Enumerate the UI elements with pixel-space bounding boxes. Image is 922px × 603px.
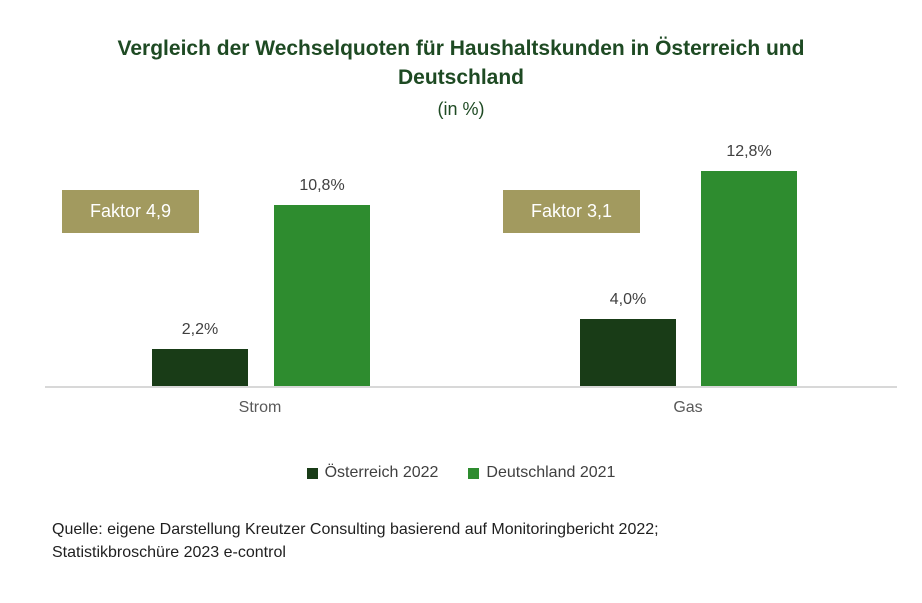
legend-item-oesterreich-2022: Österreich 2022 <box>306 464 439 482</box>
data-label-gas-deutschland-2021: 12,8% <box>726 143 772 160</box>
data-label-strom-oesterreich-2022: 2,2% <box>181 321 219 338</box>
legend-item-deutschland-2021: Deutschland 2021 <box>468 464 615 482</box>
category-label-gas: Gas <box>673 399 703 416</box>
bar-gas-deutschland-2021 <box>701 171 797 386</box>
bar-strom-deutschland-2021 <box>274 205 370 386</box>
factor-annotation-gas: Faktor 3,1 <box>503 190 640 233</box>
bar-gas-oesterreich-2022 <box>580 319 676 386</box>
legend-swatch-deutschland-2021 <box>468 467 480 479</box>
bar-strom-oesterreich-2022 <box>152 349 248 386</box>
data-label-gas-oesterreich-2022: 4,0% <box>609 291 647 308</box>
data-label-strom-deutschland-2021: 10,8% <box>299 177 345 194</box>
legend-swatch-oesterreich-2022 <box>306 467 318 479</box>
chart-title-line1: Vergleich der Wechselquoten für Haushalt… <box>117 37 805 60</box>
chart-subtitle: (in %) <box>437 99 485 119</box>
chart-title: Vergleich der Wechselquoten für Haushalt… <box>0 34 922 92</box>
legend-label-deutschland-2021: Deutschland 2021 <box>486 464 616 481</box>
plot-area: 2,2% 10,8% Strom 4,0% 12,8% Gas Faktor 4,9 Fakt… <box>45 140 897 416</box>
legend-label-oesterreich-2022: Österreich 2022 <box>324 464 439 481</box>
source-note: Quelle: eigene Darstellung Kreutzer Cons… <box>52 518 659 564</box>
category-label-strom: Strom <box>238 399 282 416</box>
chart-title-line2: Deutschland <box>397 66 525 89</box>
factor-annotation-strom: Faktor 4,9 <box>62 190 199 233</box>
source-line2: Statistikbroschüre 2023 e-control <box>52 544 286 561</box>
source-line1: Quelle: eigene Darstellung Kreutzer Cons… <box>52 521 659 538</box>
legend: Österreich 2022 Deutschland 2021 <box>17 464 905 482</box>
